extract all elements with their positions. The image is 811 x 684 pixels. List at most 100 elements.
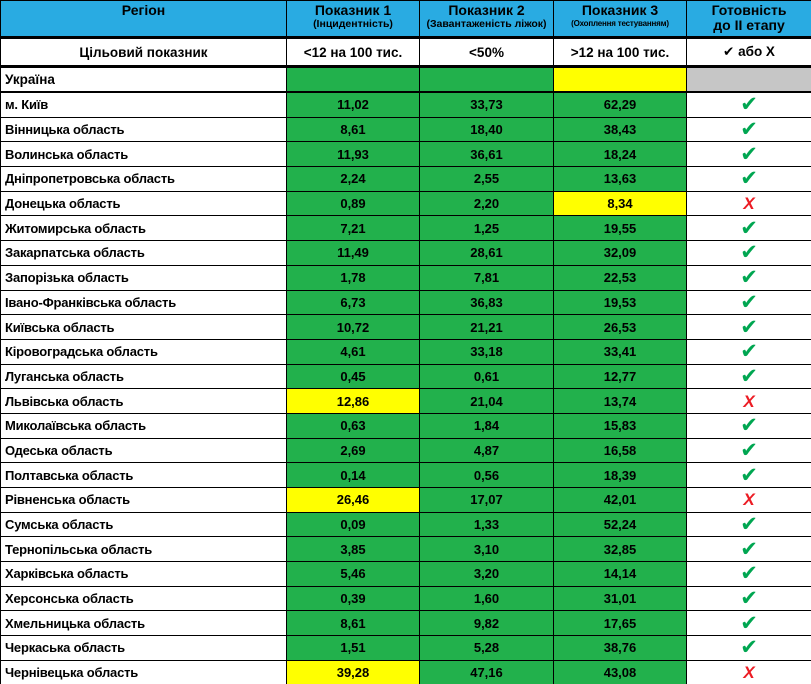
readiness-cell: ✔ — [686, 561, 811, 587]
value-cell: 17,07 — [419, 487, 554, 513]
region-cell: Харківська область — [0, 561, 287, 587]
region-cell: Житомирська область — [0, 215, 287, 242]
value-cell: 18,40 — [419, 116, 554, 143]
value-cell: 33,18 — [419, 338, 554, 365]
value-cell: 36,61 — [419, 141, 554, 168]
region-cell: Одеська область — [0, 437, 287, 464]
table-row: Вінницька область 8,61 18,40 38,43 ✔ — [0, 116, 811, 143]
region-cell: Київська область — [0, 314, 287, 340]
readiness-cell: ✔ — [686, 511, 811, 538]
region-cell: м. Київ — [0, 91, 287, 118]
value-cell: 10,72 — [286, 314, 420, 340]
table-row: м. Київ 11,02 33,73 62,29 ✔ — [0, 91, 811, 118]
readiness-cell: ✔ — [686, 635, 811, 661]
table-row: Луганська область 0,45 0,61 12,77 ✔ — [0, 363, 811, 390]
indicator1-title: Показник 1 — [314, 2, 392, 18]
check-icon: ✔ — [740, 266, 758, 290]
value-cell: 5,28 — [419, 635, 554, 661]
value-cell: 21,21 — [419, 314, 554, 340]
indicator2-subtitle: (Завантаженість ліжок) — [426, 18, 547, 30]
check-icon: ✔ — [740, 340, 758, 364]
table-row: Миколаївська область 0,63 1,84 15,83 ✔ — [0, 412, 811, 439]
value-cell: 11,93 — [286, 141, 420, 168]
value-cell: 19,55 — [553, 215, 687, 242]
header-indicator-2: Показник 2 (Завантаженість ліжок) — [419, 0, 554, 39]
readiness-cell: ✔ — [686, 141, 811, 168]
value-cell: 1,60 — [419, 585, 554, 612]
value-cell: 22,53 — [553, 264, 687, 291]
value-cell: 0,63 — [286, 412, 420, 439]
value-cell: 21,04 — [419, 388, 554, 414]
ukraine-indicator3-cell — [553, 66, 687, 93]
x-icon: X — [743, 490, 755, 510]
value-cell: 1,25 — [419, 215, 554, 242]
check-icon: ✔ — [740, 513, 758, 537]
readiness-cell: ✔ — [686, 166, 811, 192]
table-row: Полтавська область 0,14 0,56 18,39 ✔ — [0, 462, 811, 488]
header-indicator-1: Показник 1 (Інцидентність) — [286, 0, 420, 39]
indicator2-title: Показник 2 — [448, 2, 525, 18]
readiness-cell: ✔ — [686, 264, 811, 291]
check-icon: ✔ — [740, 636, 758, 660]
value-cell: 1,78 — [286, 264, 420, 291]
value-cell: 43,08 — [553, 659, 687, 684]
check-icon: ✔ — [740, 414, 758, 438]
check-icon: ✔ — [740, 587, 758, 611]
value-cell: 4,61 — [286, 338, 420, 365]
readiness-cell: ✔ — [686, 363, 811, 390]
readiness-cell: ✔ — [686, 585, 811, 612]
value-cell: 13,74 — [553, 388, 687, 414]
check-icon: ✔ — [740, 438, 758, 462]
value-cell: 6,73 — [286, 289, 420, 316]
header-row: Регіон Показник 1 (Інцидентність) Показн… — [0, 0, 811, 39]
region-cell: Полтавська область — [0, 462, 287, 488]
value-cell: 12,86 — [286, 388, 420, 414]
table-row: Тернопільська область 3,85 3,10 32,85 ✔ — [0, 536, 811, 563]
value-cell: 1,51 — [286, 635, 420, 661]
readiness-title-line1: Готовність — [711, 2, 787, 18]
value-cell: 13,63 — [553, 166, 687, 192]
value-cell: 28,61 — [419, 240, 554, 266]
value-cell: 31,01 — [553, 585, 687, 612]
value-cell: 14,14 — [553, 561, 687, 587]
indicator1-subtitle: (Інцидентність) — [313, 18, 393, 30]
value-cell: 33,41 — [553, 338, 687, 365]
value-cell: 15,83 — [553, 412, 687, 439]
value-cell: 3,20 — [419, 561, 554, 587]
value-cell: 52,24 — [553, 511, 687, 538]
value-cell: 18,39 — [553, 462, 687, 488]
ukraine-readiness-cell — [686, 66, 811, 93]
readiness-cell: X — [686, 487, 811, 513]
readiness-cell: ✔ — [686, 91, 811, 118]
readiness-cell: X — [686, 659, 811, 684]
region-cell: Львівська область — [0, 388, 287, 414]
region-cell: Дніпропетровська область — [0, 166, 287, 192]
value-cell: 2,20 — [419, 190, 554, 217]
value-cell: 32,85 — [553, 536, 687, 563]
value-cell: 0,56 — [419, 462, 554, 488]
indicator3-title: Показник 3 — [581, 2, 659, 18]
value-cell: 7,21 — [286, 215, 420, 242]
table-row: Черкаська область 1,51 5,28 38,76 ✔ — [0, 635, 811, 661]
region-cell: Кіровоградська область — [0, 338, 287, 365]
readiness-cell: ✔ — [686, 437, 811, 464]
value-cell: 0,14 — [286, 462, 420, 488]
value-cell: 7,81 — [419, 264, 554, 291]
value-cell: 3,85 — [286, 536, 420, 563]
value-cell: 2,69 — [286, 437, 420, 464]
region-cell: Волинська область — [0, 141, 287, 168]
value-cell: 26,46 — [286, 487, 420, 513]
check-icon: ✔ — [740, 167, 758, 191]
target-label-cell: Цільовий показник — [0, 37, 287, 68]
region-cell: Луганська область — [0, 363, 287, 390]
x-icon: X — [743, 663, 755, 683]
check-icon: ✔ — [740, 216, 758, 240]
value-cell: 8,61 — [286, 116, 420, 143]
value-cell: 16,58 — [553, 437, 687, 464]
ukraine-label-cell: Україна — [0, 66, 287, 93]
region-cell: Донецька область — [0, 190, 287, 217]
region-cell: Херсонська область — [0, 585, 287, 612]
value-cell: 1,84 — [419, 412, 554, 439]
check-icon: ✔ — [740, 463, 758, 487]
value-cell: 3,10 — [419, 536, 554, 563]
